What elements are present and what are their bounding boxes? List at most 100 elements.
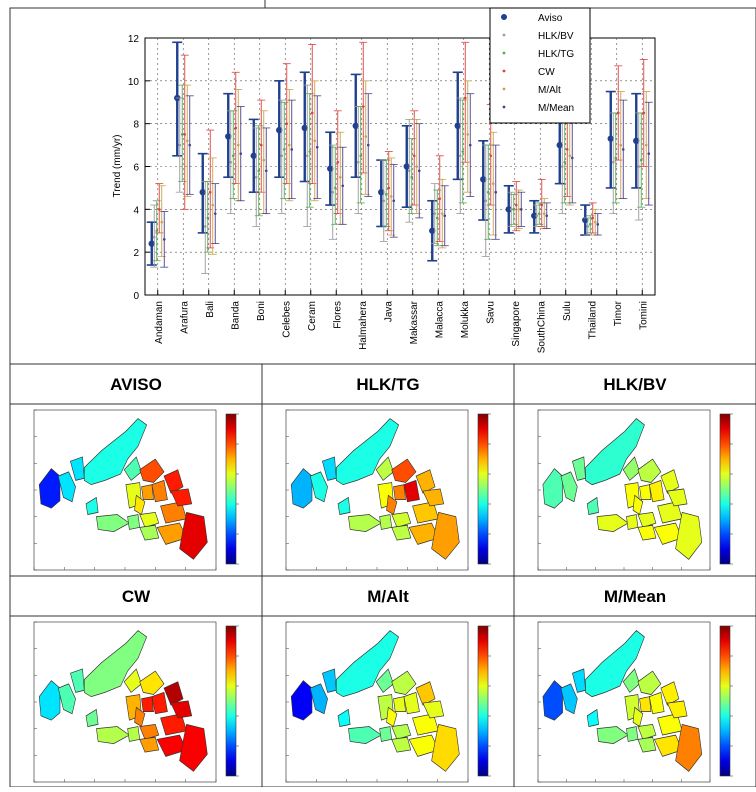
region-singapore [337, 708, 351, 727]
region-malacca [309, 683, 328, 715]
legend-marker [501, 14, 507, 20]
map-regions [38, 630, 208, 772]
region-savu [139, 736, 160, 753]
data-point [647, 152, 651, 155]
region-flores [391, 724, 412, 740]
y-tick-label: 0 [133, 291, 139, 302]
data-point [382, 199, 386, 203]
data-point [535, 214, 539, 218]
series-aviso [146, 41, 642, 266]
y-tick-label: 8 [133, 120, 139, 131]
legend-marker [502, 69, 506, 73]
y-tick-label: 6 [133, 163, 139, 174]
region-flores [637, 511, 657, 528]
data-point [352, 122, 359, 130]
legend-marker [502, 33, 506, 37]
region-halmahera [415, 469, 436, 494]
data-point [162, 238, 166, 241]
data-point [545, 214, 549, 218]
region-ceram [422, 488, 445, 507]
data-point [188, 143, 192, 147]
data-point [155, 229, 159, 233]
x-tick-label: Thailand [587, 301, 598, 339]
data-point [616, 111, 620, 115]
x-tick-label: Makassar [409, 300, 420, 344]
region-andaman [542, 680, 563, 721]
data-point [180, 133, 184, 136]
map-panel-hlk-tg: HLK/TG [261, 363, 515, 577]
data-point [378, 189, 385, 196]
data-point [331, 190, 335, 194]
x-tick-label: SouthChina [536, 301, 547, 354]
x-tick-label: Bali [205, 301, 216, 318]
data-point [157, 208, 161, 211]
legend-marker [502, 105, 506, 109]
data-point [199, 189, 206, 196]
region-bali [626, 514, 639, 530]
region-java [348, 726, 382, 744]
region-tomini [639, 696, 652, 712]
data-point [556, 141, 563, 149]
region-malacca [57, 683, 76, 715]
data-point [327, 165, 334, 172]
data-point [621, 148, 625, 151]
data-point [208, 190, 212, 194]
data-point [433, 212, 437, 215]
x-tick-label: Savu [485, 301, 496, 324]
map-panel-hlk-bv: HLK/BV [513, 363, 756, 577]
x-tick-label: Andaman [154, 301, 165, 344]
region-flores [391, 512, 412, 528]
colorbar [477, 625, 489, 777]
region-java [96, 514, 130, 532]
x-tick-label: Molukka [460, 301, 471, 339]
region-arafura [675, 723, 703, 772]
data-point [443, 214, 447, 218]
data-point [591, 216, 595, 220]
region-arafura [179, 511, 208, 560]
region-java [596, 514, 629, 532]
data-point [310, 111, 314, 115]
data-point [410, 175, 414, 179]
region-bali [127, 514, 141, 530]
region-southchina [335, 630, 400, 698]
region-savu [391, 736, 412, 753]
region-ceram [666, 700, 688, 719]
region-tomini [141, 484, 154, 500]
panel-title: AVISO [110, 375, 162, 394]
region-andaman [38, 680, 61, 721]
map-panel-cw: CW [9, 575, 263, 788]
data-point [582, 216, 589, 224]
data-point [287, 143, 291, 147]
region-molukka [151, 691, 168, 715]
region-celebes [391, 458, 417, 483]
region-malacca [560, 471, 578, 503]
data-point [259, 143, 263, 147]
data-point [308, 150, 312, 153]
x-tick-label: Ceram [307, 301, 318, 331]
x-tick-label: Sulu [562, 301, 573, 321]
data-point [160, 220, 164, 224]
panel-title-box [513, 363, 756, 405]
legend-label: M/Mean [538, 103, 574, 114]
data-point [333, 186, 337, 190]
data-point [429, 227, 436, 234]
series-m-alt [157, 80, 651, 257]
data-point [315, 145, 319, 149]
region-boni [134, 494, 146, 516]
region-celebes [139, 458, 165, 483]
data-point [361, 105, 365, 108]
data-point [484, 199, 488, 203]
y-tick-label: 2 [133, 248, 139, 259]
data-point [486, 190, 490, 194]
map-panel-m-alt: M/Alt [261, 575, 515, 788]
x-tick-label: Tomini [638, 301, 649, 330]
data-point [203, 225, 207, 228]
trend-errorbar-chart: 0 2 4 6 8 10 12 Andaman Arafura Bali Banda Boni Cele… [9, 0, 756, 364]
data-point [282, 148, 286, 151]
panel-title: M/Alt [367, 587, 409, 606]
data-point [366, 143, 370, 147]
x-tick-label: Halmahera [358, 301, 369, 350]
region-halmahera [163, 681, 184, 706]
data-point [384, 193, 388, 196]
data-point [392, 199, 396, 203]
